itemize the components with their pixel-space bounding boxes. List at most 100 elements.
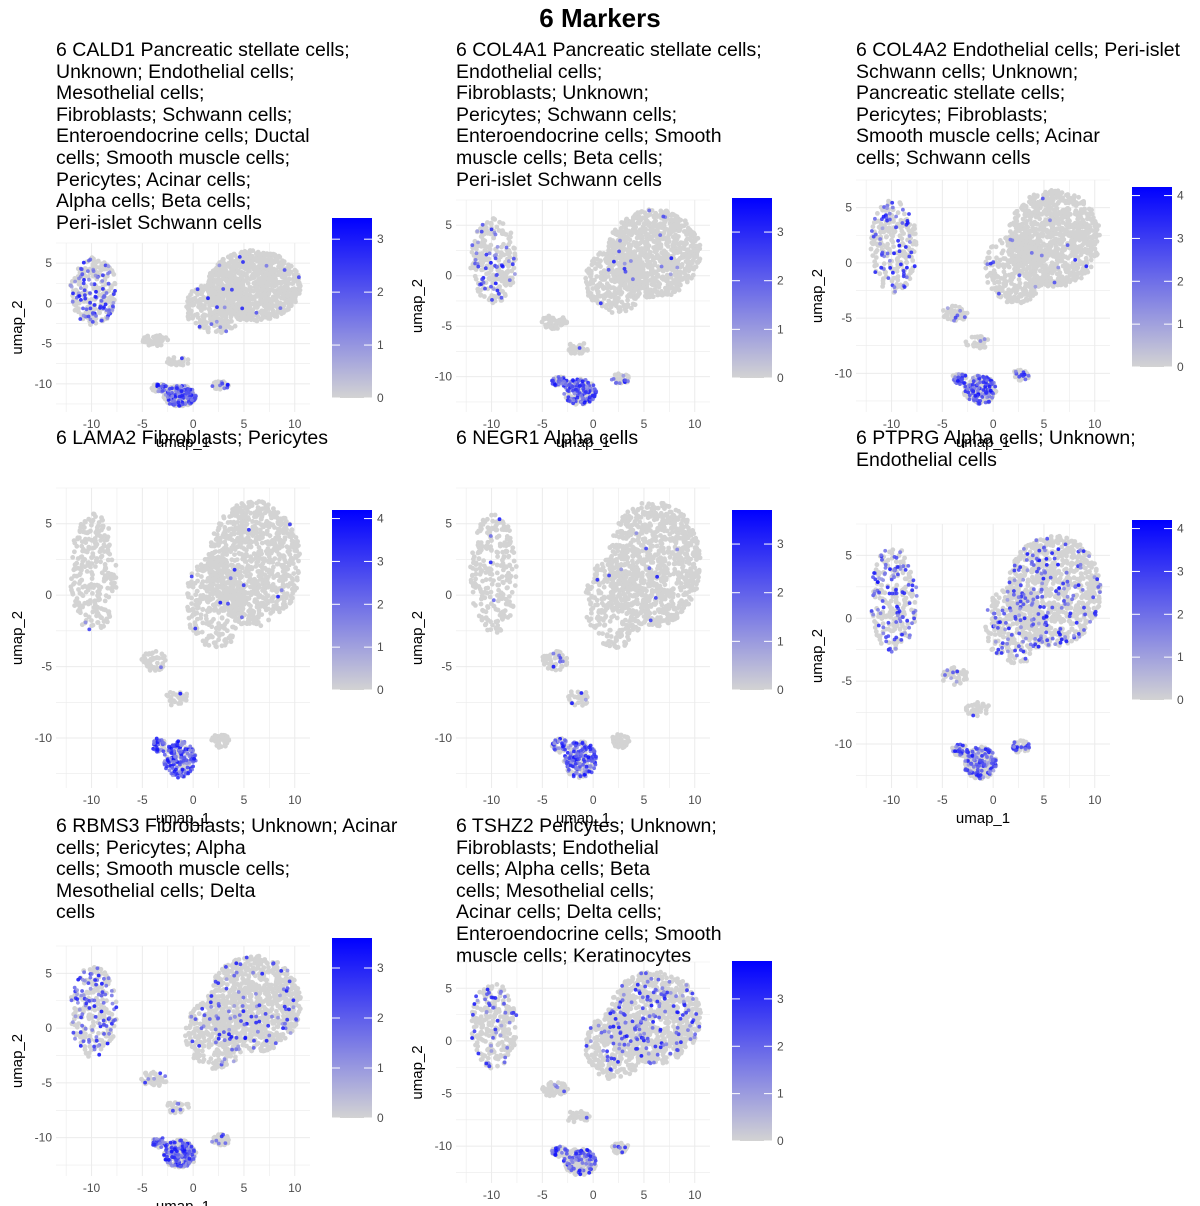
- cell-point: [598, 251, 603, 256]
- cell-point: [210, 287, 215, 292]
- cell-point: [651, 239, 656, 244]
- cell-point-expressed: [80, 267, 84, 271]
- cell-point: [890, 240, 895, 245]
- cell-point-expressed: [105, 316, 109, 320]
- cell-point: [262, 257, 267, 262]
- cell-point: [612, 300, 617, 305]
- cell-point: [669, 285, 674, 290]
- cell-point: [251, 262, 256, 267]
- cell-point: [232, 297, 237, 302]
- cell-point-expressed: [101, 273, 105, 277]
- cell-point: [602, 269, 607, 274]
- cell-point-expressed: [501, 265, 505, 269]
- cell-point: [1042, 209, 1047, 214]
- cell-point-expressed: [179, 385, 183, 389]
- cell-point-expressed: [575, 389, 579, 393]
- cell-point: [279, 281, 284, 286]
- y-tick-label: -5: [41, 337, 52, 351]
- cell-point-expressed: [112, 301, 116, 305]
- cell-point: [670, 218, 675, 223]
- cell-point: [985, 274, 990, 279]
- cell-point: [1017, 251, 1022, 256]
- cell-point: [672, 238, 677, 243]
- cell-point: [691, 241, 696, 246]
- cell-point: [666, 244, 671, 249]
- cell-point: [1027, 195, 1032, 200]
- cell-point-expressed: [505, 246, 509, 250]
- cell-point: [1003, 283, 1008, 288]
- cell-point: [243, 278, 248, 283]
- cell-point-expressed: [585, 385, 589, 389]
- cell-point: [1043, 264, 1048, 269]
- cell-point-expressed: [166, 395, 170, 399]
- cell-point-expressed: [105, 308, 109, 312]
- cell-point: [224, 278, 229, 283]
- cell-point: [266, 291, 271, 296]
- cell-point-expressed: [567, 395, 571, 399]
- cell-point-expressed: [647, 209, 651, 213]
- cell-point: [1056, 219, 1061, 224]
- cell-point: [201, 306, 206, 311]
- cell-point-expressed: [496, 289, 500, 293]
- cell-point: [609, 285, 614, 290]
- cell-point: [614, 268, 619, 273]
- cell-point-expressed: [87, 278, 91, 282]
- cell-point: [677, 228, 682, 233]
- panel-col4a1: 6 COL4A1 Pancreatic stellate cells; Endo…: [400, 40, 800, 430]
- cell-point: [626, 252, 631, 257]
- cell-point: [618, 281, 623, 286]
- cell-point: [646, 288, 651, 293]
- cell-point-expressed: [100, 319, 104, 323]
- y-tick-label: 5: [45, 256, 52, 270]
- colorbar-tick-label: 2: [777, 274, 784, 288]
- cell-point-expressed: [226, 383, 230, 387]
- cell-point: [1077, 262, 1082, 267]
- cell-point: [1090, 245, 1095, 250]
- cell-point: [1027, 265, 1032, 270]
- colorbar-tick-label: 1: [377, 338, 384, 352]
- cell-point: [217, 292, 222, 297]
- cell-point-expressed: [511, 262, 515, 266]
- cell-point: [202, 298, 207, 303]
- cell-point-expressed: [170, 399, 174, 403]
- cell-point: [619, 300, 624, 305]
- cell-point-expressed: [631, 277, 635, 281]
- cell-point: [479, 258, 484, 263]
- cell-point: [656, 273, 661, 278]
- cell-point: [987, 250, 992, 255]
- cell-point: [572, 350, 577, 355]
- cell-point: [1072, 233, 1077, 238]
- cell-point-expressed: [578, 384, 582, 388]
- cell-point: [611, 239, 616, 244]
- cell-point: [627, 286, 632, 291]
- cell-point-expressed: [82, 314, 86, 318]
- cell-point-expressed: [111, 308, 115, 312]
- cell-point: [1078, 215, 1083, 220]
- cell-point-expressed: [559, 377, 563, 381]
- cell-point: [1036, 214, 1041, 219]
- cell-point: [624, 304, 629, 309]
- cell-point: [235, 289, 240, 294]
- cell-point: [1007, 243, 1012, 248]
- cell-point: [656, 256, 661, 261]
- cell-point: [478, 288, 483, 293]
- cell-point: [1073, 250, 1078, 255]
- cell-point: [242, 296, 247, 301]
- cell-point: [624, 223, 629, 228]
- cell-point: [215, 280, 220, 285]
- cell-point-expressed: [593, 395, 597, 399]
- cell-point: [1017, 277, 1022, 282]
- colorbar-tick-label: 0: [777, 371, 784, 385]
- cell-point: [681, 252, 686, 257]
- cell-point: [1029, 244, 1034, 249]
- cell-point: [1037, 200, 1042, 205]
- y-tick-label: -10: [35, 377, 53, 391]
- cell-point: [691, 231, 696, 236]
- colorbar-tick-label: 2: [377, 285, 384, 299]
- cell-point: [586, 270, 591, 275]
- cell-point: [227, 261, 232, 266]
- cell-point: [687, 254, 692, 259]
- cell-point-expressed: [107, 311, 111, 315]
- cell-point: [1055, 232, 1060, 237]
- cell-point: [603, 292, 608, 297]
